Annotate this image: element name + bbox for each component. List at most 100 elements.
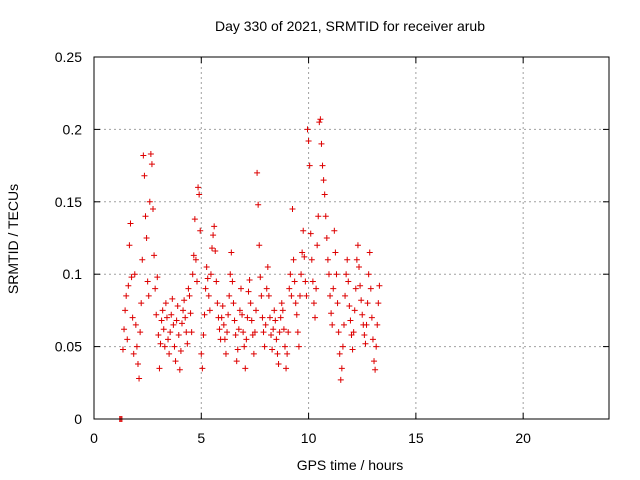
data-point <box>356 263 363 270</box>
data-point <box>353 256 360 263</box>
data-point <box>143 235 150 241</box>
data-point <box>192 256 199 263</box>
data-point <box>160 326 167 333</box>
data-point <box>337 376 344 383</box>
data-point <box>124 336 131 343</box>
data-point <box>293 311 300 318</box>
data-point <box>306 162 313 169</box>
data-point <box>136 375 143 382</box>
data-point <box>264 263 271 270</box>
data-point <box>147 151 154 158</box>
data-point <box>376 282 383 289</box>
data-point <box>224 329 231 336</box>
data-point <box>343 271 350 278</box>
data-point <box>330 285 337 292</box>
data-point <box>367 285 374 292</box>
data-point <box>275 360 282 367</box>
data-point <box>299 249 306 256</box>
data-point <box>265 292 272 299</box>
x-axis-label: GPS time / hours <box>297 457 404 473</box>
data-point <box>163 314 170 321</box>
data-point <box>283 365 290 372</box>
data-point <box>335 329 342 336</box>
data-point <box>133 343 140 350</box>
data-point <box>173 317 180 324</box>
data-point <box>298 271 305 278</box>
data-point <box>307 230 314 237</box>
data-point <box>334 300 341 307</box>
x-tick-label: 5 <box>197 430 205 446</box>
data-point <box>170 321 177 328</box>
data-point <box>195 184 202 191</box>
data-point <box>165 336 172 343</box>
data-point <box>187 310 194 317</box>
data-point <box>155 332 162 339</box>
data-point <box>338 365 345 372</box>
data-point <box>220 321 227 328</box>
data-point <box>127 220 134 227</box>
chart-title: Day 330 of 2021, SRMTID for receiver aru… <box>215 18 485 34</box>
data-point <box>339 343 346 350</box>
data-point <box>322 213 329 220</box>
data-point <box>277 314 284 321</box>
data-point <box>132 321 139 328</box>
data-point <box>213 278 220 285</box>
data-point <box>251 329 258 336</box>
data-point <box>359 311 366 318</box>
data-point <box>198 350 205 357</box>
data-point <box>366 249 373 256</box>
data-point <box>357 282 364 289</box>
data-point <box>211 223 218 230</box>
data-point <box>146 198 153 205</box>
data-point <box>212 248 219 255</box>
data-point <box>191 216 198 223</box>
data-point <box>185 285 192 292</box>
data-point <box>153 311 160 318</box>
data-point <box>304 126 311 133</box>
data-point <box>156 365 163 372</box>
plot-frame <box>93 56 610 420</box>
data-point <box>129 314 136 321</box>
y-tick-label: 0.2 <box>63 121 83 137</box>
data-point <box>303 292 310 299</box>
data-point <box>280 326 287 333</box>
data-point <box>374 321 381 328</box>
data-point <box>201 311 208 318</box>
data-point <box>312 314 319 321</box>
data-point <box>174 303 181 310</box>
data-point <box>362 340 369 347</box>
data-points-layer <box>116 116 383 422</box>
data-point <box>301 253 308 260</box>
data-point <box>128 274 135 281</box>
data-point <box>271 307 278 314</box>
data-point <box>294 329 301 336</box>
data-point <box>331 227 338 234</box>
data-point <box>184 340 191 347</box>
data-point <box>328 310 335 317</box>
y-tick-label: 0.1 <box>63 266 83 282</box>
data-point <box>279 307 286 314</box>
data-point <box>318 140 325 147</box>
data-point <box>228 249 235 256</box>
data-point <box>141 172 148 179</box>
data-point <box>336 350 343 357</box>
data-point <box>242 365 249 372</box>
data-point <box>196 191 203 198</box>
data-point <box>194 278 200 285</box>
data-point <box>305 137 312 144</box>
data-point <box>178 320 185 327</box>
data-point <box>199 365 206 372</box>
data-point <box>256 242 263 249</box>
data-point <box>152 285 159 292</box>
x-tick-label: 15 <box>408 430 424 446</box>
data-point <box>157 340 164 347</box>
data-point <box>244 314 251 321</box>
data-point <box>258 292 265 299</box>
data-point <box>130 350 137 357</box>
data-point <box>344 256 351 263</box>
data-point <box>266 314 273 321</box>
data-point <box>169 295 176 302</box>
data-point <box>162 300 169 307</box>
ticks-layer: 0 5 10 15 20 0 0.05 0.1 0.15 0.2 0.25 <box>55 49 610 446</box>
